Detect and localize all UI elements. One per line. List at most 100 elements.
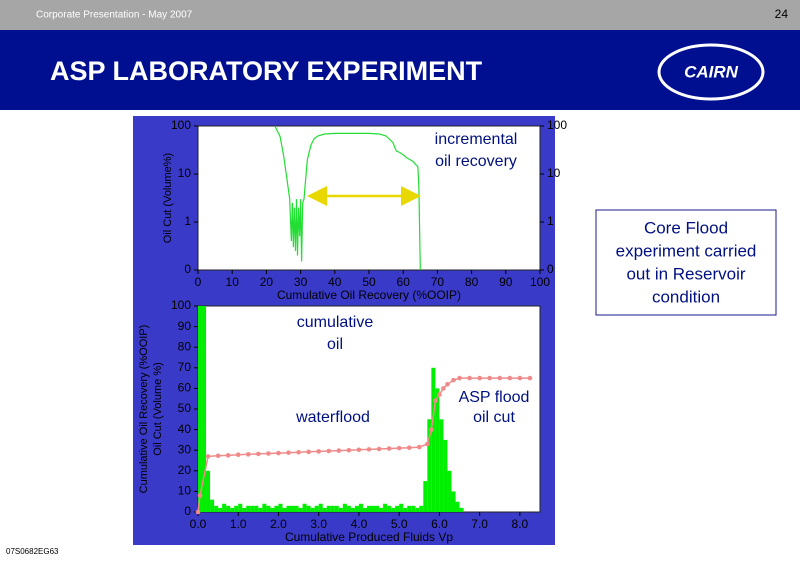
y-tick-label: 80 xyxy=(178,339,192,353)
y-tick-label: 40 xyxy=(178,422,192,436)
line-point xyxy=(396,445,402,451)
histogram-bar xyxy=(447,470,452,512)
line-point xyxy=(225,453,231,458)
histogram-bar xyxy=(262,503,267,512)
histogram-bar xyxy=(294,505,299,512)
y-axis-title: Cumulative Oil Recovery (%OOIP) xyxy=(138,325,150,494)
annotation: oil cut xyxy=(473,409,515,426)
line-point xyxy=(457,375,462,381)
histogram-bar xyxy=(371,505,376,512)
histogram-bar xyxy=(234,505,239,512)
histogram-bar xyxy=(399,503,404,512)
slide-title: ASP LABORATORY EXPERIMENT xyxy=(50,56,483,86)
pointer-arrow xyxy=(354,363,380,392)
presentation-label: Corporate Presentation - May 2007 xyxy=(36,10,193,21)
top-bar xyxy=(0,0,800,30)
y2-tick-label: 0 xyxy=(547,262,554,276)
y-tick-label: 30 xyxy=(178,442,192,456)
histogram-bar xyxy=(250,505,255,512)
line-point xyxy=(197,493,203,498)
line-point xyxy=(451,377,456,383)
line-point xyxy=(235,452,241,458)
y-axis-title: Oil Cut (Volume%) xyxy=(162,153,174,243)
x-tick-label: 50 xyxy=(362,275,376,289)
histogram-bar xyxy=(290,505,295,512)
histogram-bar xyxy=(266,505,271,512)
histogram-bar xyxy=(210,499,215,512)
y-tick-label: 10 xyxy=(178,166,192,180)
histogram-bar xyxy=(306,505,311,512)
histogram-bar xyxy=(270,507,275,512)
line-point xyxy=(266,451,271,456)
histogram-bar xyxy=(455,501,460,512)
histogram-bar xyxy=(282,507,287,512)
line-point xyxy=(205,454,211,459)
y-tick-label: 0 xyxy=(184,262,191,276)
annotation: oil xyxy=(327,336,343,353)
histogram-bar xyxy=(254,505,259,512)
note-line: out in Reservoir xyxy=(626,264,745,283)
histogram-bar xyxy=(322,507,327,512)
line-point xyxy=(256,451,261,457)
y-axis-title: Oil Cut (Volume %) xyxy=(152,362,164,456)
x-tick-label: 3.0 xyxy=(310,517,327,531)
line-point xyxy=(356,447,362,453)
line-point xyxy=(326,448,332,454)
histogram-bar xyxy=(439,419,444,512)
line-point xyxy=(487,375,493,381)
annotation: incremental xyxy=(435,131,518,148)
data-line xyxy=(274,125,421,271)
y-tick-label: 20 xyxy=(178,463,192,477)
x-tick-label: 80 xyxy=(465,275,479,289)
line-point xyxy=(376,446,382,452)
x-tick-label: 10 xyxy=(226,275,240,289)
x-tick-label: 2.0 xyxy=(270,517,287,531)
histogram-bar xyxy=(391,507,396,512)
histogram-bar xyxy=(346,505,351,512)
line-point xyxy=(467,375,472,381)
histogram-bar xyxy=(258,507,263,512)
y-tick-label: 0 xyxy=(184,504,191,518)
histogram-bar xyxy=(443,439,448,512)
histogram-bar xyxy=(387,505,392,512)
line-point xyxy=(507,375,513,381)
annotation: oil recovery xyxy=(435,153,517,170)
histogram-bar xyxy=(314,505,319,512)
y-tick-label: 50 xyxy=(178,401,192,415)
histogram-bar xyxy=(411,505,416,512)
line-point xyxy=(276,450,281,456)
histogram-bar xyxy=(459,507,464,512)
histogram-bar xyxy=(379,507,384,512)
y-tick-label: 10 xyxy=(178,484,192,498)
histogram-bar xyxy=(246,505,251,512)
histogram-bar xyxy=(338,507,343,512)
x-axis-title: Cumulative Oil Recovery (%OOIP) xyxy=(277,288,461,302)
histogram-bar xyxy=(358,503,363,512)
histogram-bar xyxy=(354,505,359,512)
histogram-bar xyxy=(222,503,227,512)
page-number: 24 xyxy=(775,7,789,21)
line-point xyxy=(437,392,442,397)
y-tick-label: 1 xyxy=(184,214,191,228)
line-point xyxy=(296,449,301,455)
line-point xyxy=(306,449,311,455)
line-point xyxy=(445,381,450,387)
line-point xyxy=(346,447,352,453)
histogram-bar xyxy=(206,470,211,512)
histogram-bar xyxy=(302,503,307,512)
histogram-bar xyxy=(375,505,380,512)
histogram-bar xyxy=(226,505,231,512)
line-point xyxy=(425,441,430,447)
title-band xyxy=(0,30,800,110)
pointer-arrow xyxy=(451,422,501,445)
line-point xyxy=(316,449,322,454)
footer-code: 07S0682EG63 xyxy=(6,547,59,556)
note-line: condition xyxy=(652,287,720,306)
x-tick-label: 0 xyxy=(195,275,202,289)
histogram-bar xyxy=(214,505,219,512)
annotation: cumulative xyxy=(297,314,374,331)
y2-tick-label: 1 xyxy=(547,214,554,228)
histogram-bar xyxy=(202,306,207,512)
histogram-bar xyxy=(242,507,247,512)
